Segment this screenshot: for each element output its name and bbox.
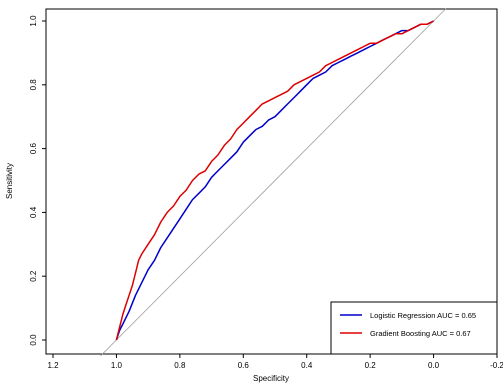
x-tick-label: 0.2 [365, 361, 377, 370]
y-axis-title: Sensitivity [5, 163, 14, 199]
y-tick-label: 0.8 [29, 79, 38, 91]
legend-label-logistic: Logistic Regression AUC = 0.65 [370, 311, 476, 320]
x-tick-label: 0.0 [428, 361, 440, 370]
y-tick-label: 0.4 [29, 206, 38, 218]
series-line-gradient-boosting [115, 20, 434, 341]
y-tick-label: 0.2 [29, 270, 38, 282]
y-tick-label: 1.0 [29, 15, 38, 27]
series-layer [115, 20, 434, 341]
x-tick-label: 1.2 [47, 361, 59, 370]
x-tick-label: 0.6 [238, 361, 250, 370]
legend: Logistic Regression AUC = 0.65 Gradient … [330, 301, 498, 355]
x-tick-label: 0.8 [174, 361, 186, 370]
legend-box [330, 301, 498, 355]
y-tick-label: 0.6 [29, 142, 38, 154]
plot-frame [45, 8, 498, 355]
x-tick-label: 1.0 [111, 361, 123, 370]
y-tick-label: 0.0 [29, 334, 38, 346]
x-axis-title: Specificity [253, 374, 289, 383]
x-tick-label: -0.2 [490, 361, 503, 370]
y-axis: 0.0 0.2 0.4 0.6 0.8 1.0 [29, 15, 46, 346]
x-axis: 1.2 1.0 0.8 0.6 0.4 0.2 0.0 -0.2 [47, 354, 503, 370]
legend-label-gradient: Gradient Boosting AUC = 0.67 [370, 329, 471, 338]
reference-diagonal-line [100, 7, 447, 357]
x-tick-label: 0.4 [301, 361, 313, 370]
